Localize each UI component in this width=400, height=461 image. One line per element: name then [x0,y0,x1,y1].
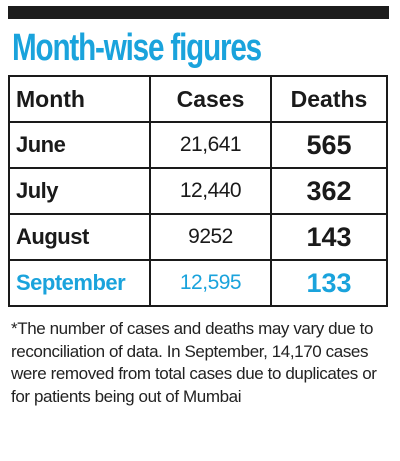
header-deaths: Deaths [270,76,388,122]
header-cases: Cases [149,76,271,122]
month-cell: July [8,168,150,214]
month-cell: August [8,214,150,260]
top-rule-bar [8,6,389,19]
month-cell: June [8,122,150,168]
table-row-highlighted: September 12,595 133 [8,260,388,306]
table-row: July 12,440 362 [8,168,388,214]
cases-cell: 12,595 [149,260,271,306]
cases-cell: 9252 [149,214,271,260]
cases-cell: 12,440 [149,168,271,214]
month-wise-table: Month Cases Deaths June 21,641 565 July … [8,75,388,307]
table-row: August 9252 143 [8,214,388,260]
table-row: June 21,641 565 [8,122,388,168]
deaths-cell: 565 [270,122,388,168]
header-month: Month [8,76,150,122]
month-cell: September [8,260,150,306]
cases-cell: 21,641 [149,122,271,168]
deaths-cell: 143 [270,214,388,260]
deaths-cell: 133 [270,260,388,306]
footnote: *The number of cases and deaths may vary… [11,319,377,406]
table-header-row: Month Cases Deaths [8,76,388,122]
page-title: Month-wise figures [12,27,262,69]
deaths-cell: 362 [270,168,388,214]
